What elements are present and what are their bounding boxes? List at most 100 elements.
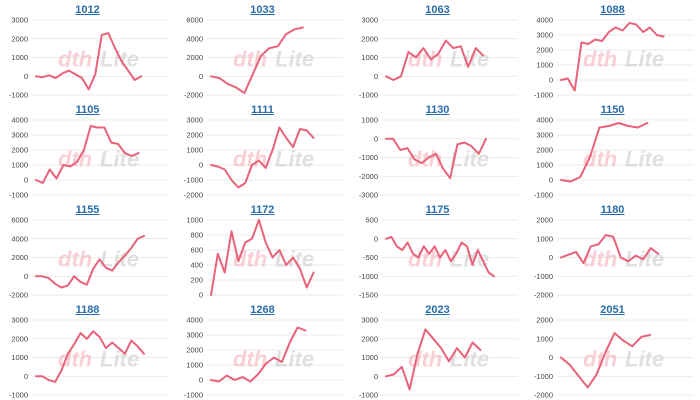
y-tick-label: 1000 xyxy=(11,353,28,362)
y-tick-label: 2000 xyxy=(536,216,553,225)
watermark-logo-part1: dth xyxy=(408,347,442,372)
chart-title-link[interactable]: 1111 xyxy=(251,104,274,116)
y-tick-label: -1000 xyxy=(359,391,378,400)
y-tick-label: -1000 xyxy=(184,176,203,185)
y-tick-label: 2000 xyxy=(11,253,28,262)
y-tick-label: 0 xyxy=(24,176,28,185)
y-tick-label: 3000 xyxy=(536,31,553,40)
y-tick-label: 2000 xyxy=(536,46,553,55)
y-tick-label: 2000 xyxy=(186,346,203,355)
y-tick-label: 500 xyxy=(365,216,378,225)
y-tick-label: 800 xyxy=(190,231,203,240)
y-tick-label: 4000 xyxy=(536,16,553,25)
y-tick-label: 1000 xyxy=(361,53,378,62)
watermark-logo-part2: Lite xyxy=(275,147,314,172)
y-tick-label: 4000 xyxy=(186,316,203,325)
y-tick-label: 4000 xyxy=(11,234,28,243)
y-tick-label: 2000 xyxy=(11,334,28,343)
y-tick-label: 2000 xyxy=(361,34,378,43)
watermark-logo-part2: Lite xyxy=(275,347,314,372)
y-tick-label: 1000 xyxy=(186,216,203,225)
chart-title-link[interactable]: 1063 xyxy=(425,4,450,16)
y-tick-label: 0 xyxy=(549,253,553,262)
series-line xyxy=(35,330,145,383)
watermark-logo-part1: dth xyxy=(583,47,617,72)
watermark-logo-part2: Lite xyxy=(450,47,489,72)
chart-title-link[interactable]: 1012 xyxy=(75,4,100,16)
chart-title-link[interactable]: 2051 xyxy=(600,304,625,316)
series-line xyxy=(210,326,307,383)
chart-title-link[interactable]: 1175 xyxy=(425,204,450,216)
chart-panel-1033: 6000 4000 2000 0 -2000 dth Lite 1033 xyxy=(175,0,350,100)
series-line xyxy=(385,235,495,278)
y-tick-label: 1000 xyxy=(536,161,553,170)
y-tick-label: 1000 xyxy=(11,161,28,170)
y-tick-label: 2000 xyxy=(186,131,203,140)
y-tick-label: 1000 xyxy=(361,353,378,362)
y-tick-label: 0 xyxy=(374,234,378,243)
watermark-logo-part1: dth xyxy=(58,247,92,272)
chart-panel-1180: 2000 1000 0 -1000 -2000 dth Lite 1180 xyxy=(525,200,700,300)
y-tick-label: 2000 xyxy=(536,146,553,155)
watermark-logo-part1: dth xyxy=(58,47,92,72)
watermark-logo-part1: dth xyxy=(58,147,92,172)
chart-panel-1012: 3000 2000 1000 0 -1000 dth Lite 1012 xyxy=(0,0,175,100)
watermark-logo-part2: Lite xyxy=(450,247,489,272)
y-tick-label: -2000 xyxy=(534,391,553,400)
y-tick-label: 0 xyxy=(24,372,28,381)
y-tick-label: 1000 xyxy=(186,146,203,155)
y-tick-label: 1000 xyxy=(186,361,203,370)
chart-title-link[interactable]: 1268 xyxy=(250,304,275,316)
y-tick-label: 6000 xyxy=(11,216,28,225)
y-tick-label: 0 xyxy=(24,272,28,281)
watermark-logo-part2: Lite xyxy=(100,147,139,172)
watermark-logo-part2: Lite xyxy=(625,347,664,372)
y-tick-label: 0 xyxy=(199,376,203,385)
y-tick-label: 4000 xyxy=(186,34,203,43)
chart-title-link[interactable]: 1180 xyxy=(600,204,625,216)
y-tick-label: 0 xyxy=(374,72,378,81)
series-line xyxy=(385,39,485,81)
series-line xyxy=(210,126,315,189)
chart-title-link[interactable]: 1188 xyxy=(75,304,100,316)
chart-title-link[interactable]: 1088 xyxy=(600,4,625,16)
chart-title-link[interactable]: 1033 xyxy=(250,4,275,16)
series-line xyxy=(385,137,487,180)
y-tick-label: 2000 xyxy=(11,34,28,43)
y-tick-label: 3000 xyxy=(186,116,203,125)
y-tick-label: 2000 xyxy=(536,316,553,325)
chart-title-link[interactable]: 1172 xyxy=(250,204,275,216)
y-tick-label: 3000 xyxy=(536,131,553,140)
chart-panel-1175: 500 0 -500 -1000 -1500 dth Lite 1175 xyxy=(350,200,525,300)
y-tick-label: 3000 xyxy=(361,16,378,25)
y-tick-label: 3000 xyxy=(11,16,28,25)
y-tick-label: -2000 xyxy=(9,291,28,300)
y-tick-label: -1000 xyxy=(534,91,553,100)
y-tick-label: 2000 xyxy=(11,146,28,155)
y-tick-label: 6000 xyxy=(186,16,203,25)
series-line xyxy=(210,219,315,296)
watermark-logo-part2: Lite xyxy=(100,347,139,372)
series-line xyxy=(35,32,143,91)
y-tick-label: -1000 xyxy=(184,391,203,400)
watermark-logo-part2: Lite xyxy=(275,47,314,72)
chart-panel-1268: 4000 3000 2000 1000 0 -1000 dth Lite 1268 xyxy=(175,300,350,400)
watermark-logo-part2: Lite xyxy=(625,147,664,172)
chart-title-link[interactable]: 2023 xyxy=(425,304,450,316)
y-tick-label: 1000 xyxy=(11,53,28,62)
chart-panel-1111: 3000 2000 1000 0 -1000 -2000 dth Lite 1111 xyxy=(175,100,350,200)
chart-title-link[interactable]: 1155 xyxy=(75,204,100,216)
watermark-logo-part2: Lite xyxy=(625,47,664,72)
y-tick-label: 0 xyxy=(24,72,28,81)
chart-title-link[interactable]: 1130 xyxy=(425,104,450,116)
y-tick-label: -2000 xyxy=(184,191,203,200)
chart-title-link[interactable]: 1105 xyxy=(75,104,100,116)
y-tick-label: 3000 xyxy=(186,331,203,340)
y-tick-label: 600 xyxy=(190,246,203,255)
chart-title-link[interactable]: 1150 xyxy=(600,104,625,116)
